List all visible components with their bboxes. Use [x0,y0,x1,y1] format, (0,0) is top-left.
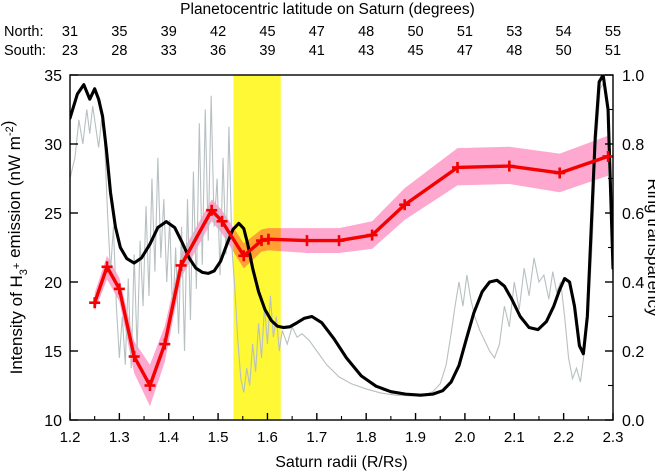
south-row-label: South: [4,43,46,59]
emission-data-point [262,233,274,245]
x-axis-tick-label: 2.0 [454,429,475,446]
emission-data-point [101,261,113,273]
figure-top-title: Planetocentric latitude on Saturn (degre… [180,1,475,18]
x-axis-tick-label: 2.2 [553,429,574,446]
south-latitude-value: 48 [506,43,523,59]
north-latitude-value: 45 [259,24,276,40]
north-latitude-value: 54 [555,24,572,40]
south-latitude-value: 23 [61,43,79,59]
y-axis-right-tick-label: 0.8 [622,137,644,154]
x-axis-tick-label: 1.8 [356,429,377,446]
emission-data-point [602,150,614,162]
x-axis-tick-label: 1.5 [208,429,229,446]
ring-transparency-raw-line [70,80,613,397]
north-latitude-value: 55 [604,24,622,40]
emission-data-point [206,204,218,216]
south-latitude-value: 41 [308,43,325,59]
emission-data-point [399,199,411,211]
emission-data-point [256,235,268,247]
emission-data-point [503,160,515,172]
emission-data-point [175,259,187,271]
south-latitude-value: 39 [259,43,276,59]
north-latitude-value: 31 [61,24,79,40]
north-latitude-value: 51 [456,24,473,40]
north-latitude-value: 53 [506,24,523,40]
x-axis-tick-label: 1.6 [257,429,278,446]
south-latitude-value: 50 [555,43,572,59]
y-axis-tick-label: 30 [44,137,62,154]
south-latitude-value: 36 [210,43,227,59]
emission-data-point [452,161,464,173]
north-latitude-value: 35 [111,24,128,40]
y-axis-right-tick-label: 0.0 [622,413,644,430]
north-latitude-value: 39 [160,24,177,40]
y-axis-tick-label: 20 [44,275,62,292]
south-latitude-value: 43 [358,43,375,59]
south-latitude-value: 51 [604,43,622,59]
ring-transparency-smoothed-line [70,75,613,397]
south-latitude-value: 33 [160,43,177,59]
x-axis-tick-label: 1.9 [405,429,426,446]
south-latitude-value: 47 [456,43,473,59]
x-axis-tick-label: 1.2 [60,429,81,446]
y-axis-right-tick-label: 1.0 [622,68,644,85]
y-axis-right-tick-label: 0.6 [622,206,644,223]
south-latitude-value: 45 [407,43,424,59]
y-axis-title: Intensity of H3+ emission (nW m-2) [0,121,30,375]
x-axis-tick-label: 1.7 [306,429,327,446]
emission-data-point [128,351,140,363]
y-axis-tick-label: 25 [44,206,62,223]
emission-data-point [144,380,156,391]
y-axis-right-tick-label: 0.4 [622,275,644,292]
y-axis-tick-label: 15 [44,344,62,361]
emission-data-point [216,215,228,227]
emission-data-point [113,283,125,295]
emission-data-point [89,297,101,309]
y-axis-tick-label: 10 [44,413,62,430]
x-axis-tick-label: 2.1 [504,429,525,446]
y-axis-right-tick-label: 0.2 [622,344,644,361]
north-latitude-value: 47 [308,24,325,40]
emission-data-point [238,250,250,262]
emission-data-point [366,229,378,241]
x-axis-title: Saturn radii (R/Rs) [275,454,407,471]
north-latitude-value: 50 [407,24,424,40]
emission-data-point [159,338,171,350]
y-axis-tick-label: 35 [44,68,62,85]
y-axis-right-title: Ring transparency [644,179,655,317]
south-latitude-value: 28 [111,43,128,59]
emission-data-point [301,235,313,247]
north-row-label: North: [4,24,44,40]
x-axis-tick-label: 1.4 [158,429,179,446]
north-latitude-value: 48 [358,24,375,40]
x-axis-tick-label: 1.3 [109,429,130,446]
north-latitude-value: 42 [210,24,227,40]
emission-data-point [554,167,566,179]
emission-data-point [333,235,345,247]
x-axis-tick-label: 2.3 [603,429,624,446]
emission-line [92,154,610,388]
